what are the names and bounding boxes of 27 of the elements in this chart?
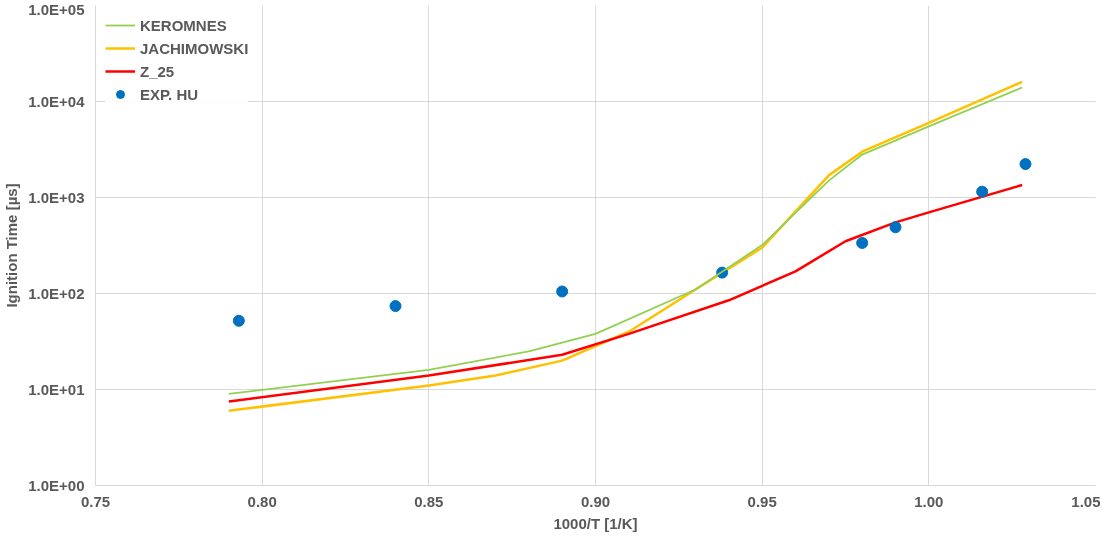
- legend-label: EXP. HU: [140, 85, 199, 103]
- point: [889, 221, 902, 234]
- line-series: [227, 183, 1024, 403]
- x-tick-label: 0.95: [747, 492, 777, 510]
- x-tick-label: 0.75: [80, 492, 111, 510]
- x-tick-label: 1.05: [1071, 492, 1101, 510]
- y-tick-label: 1.0E+01: [28, 381, 85, 398]
- x-tick-label: 0.80: [247, 492, 277, 510]
- point: [1019, 158, 1032, 171]
- y-axis-title: Ignition Time [µs]: [3, 183, 21, 308]
- point: [976, 185, 989, 198]
- point: [856, 236, 869, 249]
- x-tick-label: 0.85: [414, 492, 444, 510]
- point: [232, 314, 245, 327]
- point: [556, 285, 569, 298]
- legend-label: JACHIMOWSKI: [140, 39, 249, 57]
- y-tick-label: 1.0E+00: [28, 477, 85, 494]
- x-tick-label: 1.00: [914, 492, 944, 510]
- legend-label: Z_25: [140, 62, 175, 80]
- y-tick-label: 1.0E+04: [28, 93, 86, 110]
- x-tick-label: 0.90: [580, 492, 611, 510]
- x-axis-title: 1000/T [1/K]: [553, 514, 638, 532]
- point: [389, 300, 402, 313]
- y-tick-label: 1.0E+02: [28, 285, 85, 302]
- y-tick-label: 1.0E+05: [28, 0, 85, 18]
- legend-label: KEROMNES: [140, 16, 227, 34]
- y-tick-label: 1.0E+03: [28, 189, 85, 206]
